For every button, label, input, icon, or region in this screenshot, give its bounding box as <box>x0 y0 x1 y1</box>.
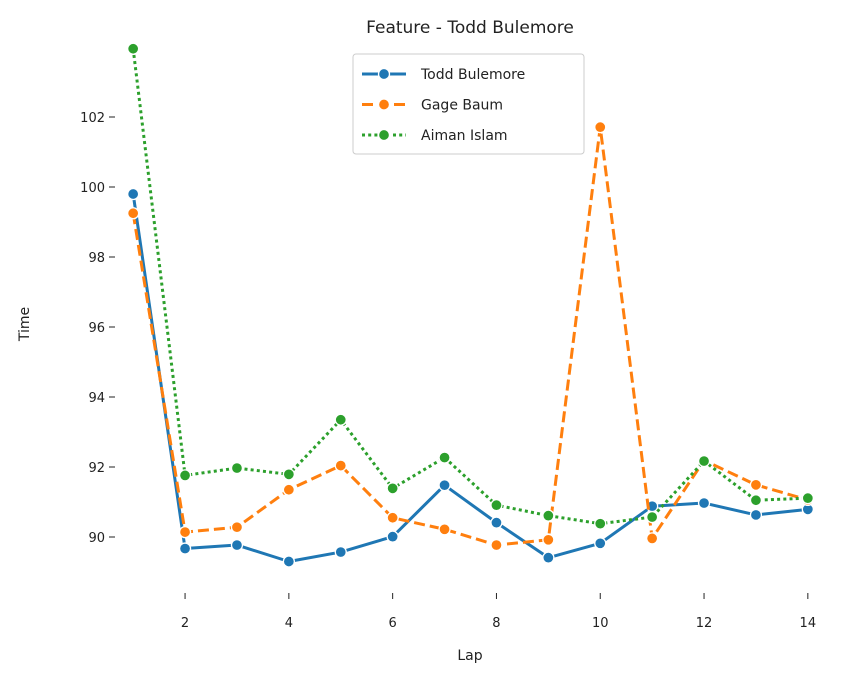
legend-frame <box>352 53 585 155</box>
x-tick-label: 6 <box>389 616 397 631</box>
data-point-aiman-islam <box>749 494 763 507</box>
legend-label: Aiman Islam <box>421 128 508 144</box>
data-point-aiman-islam <box>334 413 347 426</box>
legend-label: Gage Baum <box>421 98 503 114</box>
data-point-todd-bulemore <box>386 530 399 543</box>
data-point-gage-baum <box>542 533 555 546</box>
data-point-gage-baum <box>127 207 140 220</box>
series-line-todd-bulemore <box>131 193 809 563</box>
data-point-aiman-islam <box>801 491 814 505</box>
data-point-aiman-islam <box>645 510 659 524</box>
data-point-todd-bulemore <box>127 187 140 201</box>
data-point-gage-baum <box>282 483 296 496</box>
data-point-todd-bulemore <box>230 538 244 552</box>
data-point-todd-bulemore <box>178 542 192 555</box>
data-point-aiman-islam <box>282 468 296 481</box>
data-point-gage-baum <box>594 121 607 134</box>
data-point-gage-baum <box>645 532 659 545</box>
legend-item-aiman-islam: Aiman Islam <box>362 128 508 144</box>
data-point-todd-bulemore <box>490 516 503 529</box>
x-tick-label: 14 <box>800 616 817 631</box>
data-point-aiman-islam <box>542 509 555 522</box>
legend-label: Todd Bulemore <box>420 67 525 83</box>
legend-marker <box>377 98 391 111</box>
series-layer <box>127 42 814 568</box>
y-axis-title: Time <box>17 307 33 342</box>
legend-marker <box>377 67 391 81</box>
y-tick-label: 92 <box>88 461 105 476</box>
series-aiman-islam <box>127 42 814 530</box>
data-point-todd-bulemore <box>438 479 451 492</box>
data-point-aiman-islam <box>230 461 244 475</box>
data-point-gage-baum <box>438 523 451 536</box>
x-tick-label: 2 <box>181 616 189 631</box>
y-tick-label: 100 <box>80 181 105 196</box>
chart-title: Feature - Todd Bulemore <box>366 18 574 38</box>
y-tick-label: 94 <box>88 391 105 406</box>
data-point-todd-bulemore <box>334 545 347 559</box>
data-point-aiman-islam <box>697 454 711 468</box>
data-point-todd-bulemore <box>594 537 607 550</box>
y-tick-label: 96 <box>88 321 105 336</box>
x-tick-label: 12 <box>696 616 713 631</box>
data-point-gage-baum <box>178 525 192 539</box>
series-line-gage-baum <box>131 125 809 547</box>
data-point-aiman-islam <box>178 469 192 482</box>
y-tick-label: 90 <box>88 531 105 546</box>
data-point-aiman-islam <box>594 517 607 530</box>
data-point-todd-bulemore <box>282 555 296 568</box>
data-point-gage-baum <box>334 459 347 472</box>
x-axis-title: Lap <box>457 648 482 664</box>
legend-marker <box>377 128 391 142</box>
data-point-todd-bulemore <box>697 496 711 510</box>
x-tick-label: 10 <box>592 616 609 631</box>
data-point-gage-baum <box>230 521 244 534</box>
data-point-todd-bulemore <box>749 508 763 522</box>
data-point-gage-baum <box>386 511 399 524</box>
y-tick-label: 102 <box>80 111 105 126</box>
y-axis: 90 92 94 96 98 100 102 <box>80 111 115 546</box>
series-line-aiman-islam <box>131 48 808 526</box>
data-point-gage-baum <box>749 478 763 492</box>
data-point-gage-baum <box>490 538 503 552</box>
x-axis: 2 4 6 8 10 12 14 <box>181 593 816 631</box>
legend-item-todd-bulemore: Todd Bulemore <box>362 67 525 83</box>
x-tick-label: 4 <box>285 616 293 631</box>
legend-item-gage-baum: Gage Baum <box>362 98 503 114</box>
data-point-aiman-islam <box>438 451 451 464</box>
data-point-aiman-islam <box>127 42 140 55</box>
data-point-aiman-islam <box>490 498 503 512</box>
data-point-todd-bulemore <box>542 551 555 564</box>
data-point-aiman-islam <box>386 482 399 495</box>
series-todd-bulemore <box>127 187 814 568</box>
y-tick-label: 98 <box>88 251 105 266</box>
legend: Todd Bulemore Gage Baum Aiman Islam <box>352 53 585 155</box>
x-tick-label: 8 <box>492 616 500 631</box>
series-gage-baum <box>127 121 814 552</box>
